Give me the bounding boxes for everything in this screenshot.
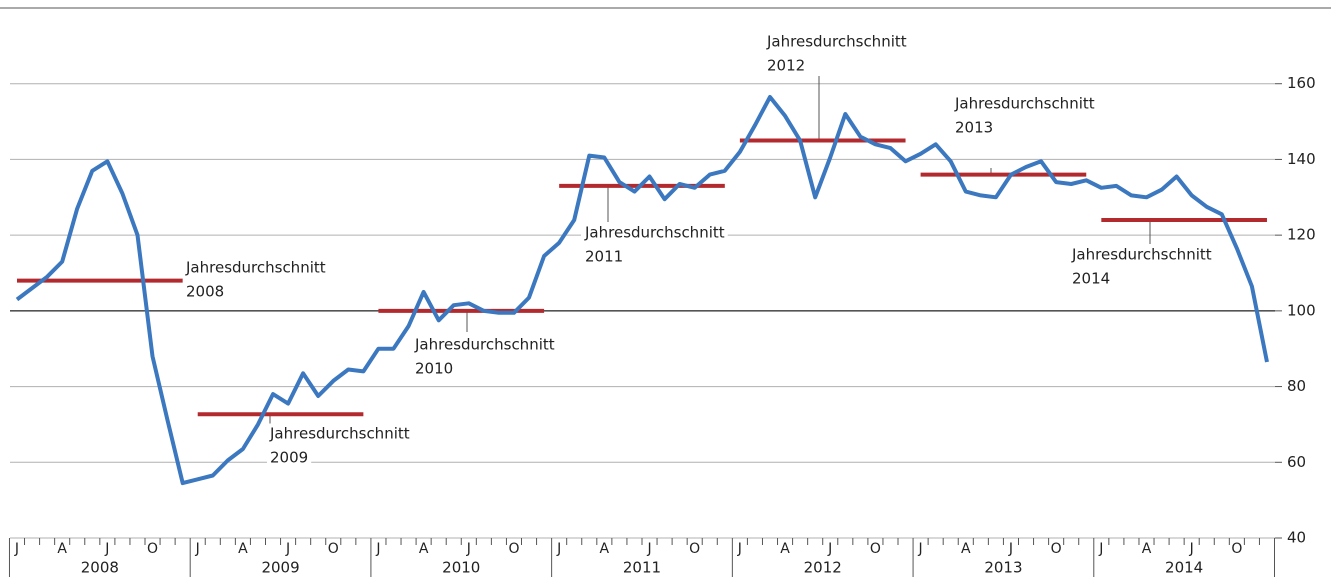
x-tick-label: O [328, 541, 339, 557]
annotation-bg [764, 55, 809, 76]
annotation-bg [1068, 244, 1215, 265]
annotation-text: Jahresdurchschnitt [269, 425, 410, 443]
x-tick-label: A [1142, 541, 1152, 557]
annotation-bg [582, 246, 627, 267]
x-tick-label: J [104, 541, 109, 557]
annotation-text: 2010 [415, 360, 453, 378]
annotation-text: 2008 [186, 283, 224, 301]
annotation-bg [412, 358, 457, 379]
annotation-bg [952, 117, 997, 138]
x-tick-label: J [737, 541, 742, 557]
annotation-bg [581, 222, 728, 243]
annotation-text: 2011 [585, 248, 623, 266]
annotation-text: Jahresdurchschnitt [185, 259, 326, 277]
x-tick-label: J [285, 541, 290, 557]
year-label: 2010 [442, 559, 480, 577]
x-tick-label: A [419, 541, 429, 557]
y-tick-label: 140 [1287, 150, 1316, 168]
annotation-text: 2014 [1072, 270, 1110, 288]
y-tick-label: 100 [1287, 301, 1316, 319]
x-tick-label: A [600, 541, 610, 557]
annotation-bg [267, 447, 312, 468]
annotation-text: Jahresdurchschnitt [954, 95, 1095, 113]
annotation-bg [1069, 268, 1114, 289]
x-tick-label: J [827, 541, 832, 557]
y-tick-label: 120 [1287, 226, 1316, 244]
x-tick-label: O [1051, 541, 1062, 557]
annotation-bg [266, 423, 413, 444]
x-tick-label: J [918, 541, 923, 557]
x-tick-label: J [1098, 541, 1103, 557]
x-tick-label: O [870, 541, 881, 557]
annotation-text: Jahresdurchschnitt [414, 336, 555, 354]
x-tick-label: J [1008, 541, 1013, 557]
x-tick-label: O [508, 541, 519, 557]
x-tick-label: J [14, 541, 19, 557]
x-tick-label: J [195, 541, 200, 557]
x-tick-label: J [375, 541, 380, 557]
x-tick-label: J [556, 541, 561, 557]
annotation-bg [182, 257, 329, 278]
data-line [15, 95, 1269, 486]
x-tick-label: A [238, 541, 248, 557]
y-tick-label: 80 [1287, 377, 1306, 395]
annotation-text: 2013 [955, 119, 993, 137]
annotation-text: Jahresdurchschnitt [584, 224, 725, 242]
annotation-text: 2012 [767, 57, 805, 75]
year-label: 2012 [804, 559, 842, 577]
annotation-text: 2009 [270, 449, 308, 467]
x-tick-label: O [689, 541, 700, 557]
year-label: 2009 [261, 559, 299, 577]
annotation-text: Jahresdurchschnitt [1071, 246, 1212, 264]
year-label: 2013 [984, 559, 1022, 577]
year-label: 2011 [623, 559, 661, 577]
annotation-text: Jahresdurchschnitt [766, 33, 907, 51]
y-tick-label: 60 [1287, 453, 1306, 471]
annotation-bg [411, 334, 558, 355]
x-tick-label: O [1231, 541, 1242, 557]
y-tick-label: 160 [1287, 74, 1316, 92]
x-tick-label: O [147, 541, 158, 557]
annotation-bg [951, 93, 1098, 114]
x-tick-label: A [961, 541, 971, 557]
x-tick-label: A [780, 541, 790, 557]
x-tick-label: A [57, 541, 67, 557]
x-tick-label: J [466, 541, 471, 557]
annotation-bg [183, 281, 228, 302]
x-tick-label: J [646, 541, 651, 557]
year-label: 2014 [1165, 559, 1203, 577]
year-label: 2008 [81, 559, 119, 577]
annotation-bg [763, 31, 910, 52]
y-tick-label: 40 [1287, 529, 1306, 547]
x-tick-label: J [1189, 541, 1194, 557]
